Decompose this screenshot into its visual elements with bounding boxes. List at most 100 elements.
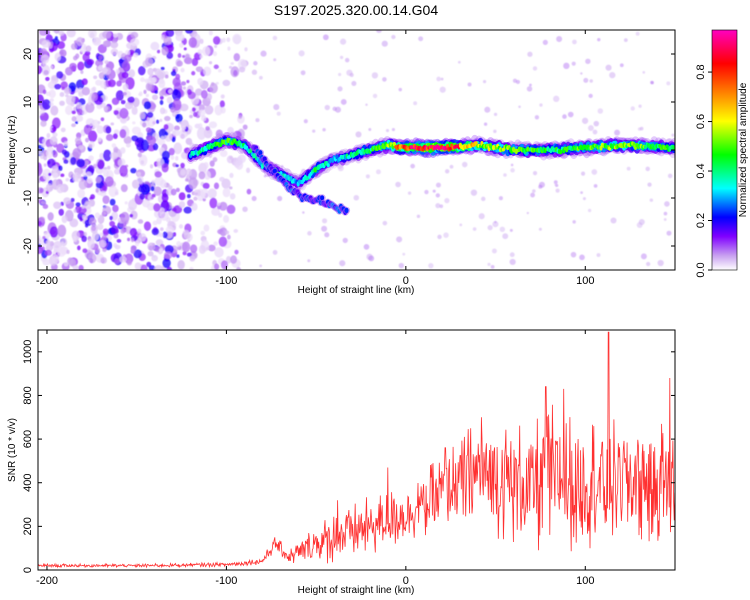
heatmap-cell — [109, 215, 113, 221]
heatmap-cell — [218, 236, 228, 247]
heatmap-cell — [457, 60, 461, 64]
heatmap-cell — [335, 154, 339, 160]
heatmap-cell — [185, 53, 190, 59]
heatmap-cell — [163, 251, 173, 260]
heatmap-cell — [219, 227, 228, 237]
heatmap-cell — [529, 83, 532, 87]
heatmap-cell — [139, 111, 146, 120]
heatmap-cell — [587, 125, 594, 131]
heatmap-cell — [154, 171, 162, 178]
heatmap-cell — [440, 77, 444, 81]
heatmap-cell — [115, 189, 119, 193]
heatmap-cell — [527, 51, 533, 57]
heatmap-cell — [195, 66, 204, 73]
heatmap-cell — [45, 244, 54, 252]
heatmap-cell — [110, 152, 119, 160]
heatmap-cell — [436, 76, 441, 82]
heatmap-cell — [38, 166, 43, 175]
heatmap-cell — [38, 237, 41, 245]
heatmap-cell — [572, 220, 576, 224]
heatmap-cell — [147, 242, 156, 251]
snr-panel: -200 -100 0 100 0 200 400 600 800 1000 Height of… — [7, 329, 676, 596]
heatmap-cell — [96, 125, 104, 134]
snr-frame — [37, 329, 676, 571]
heatmap-cell — [591, 169, 598, 175]
heatmap-cell — [128, 199, 138, 211]
heatmap-cell — [209, 197, 218, 209]
heatmap-cell — [69, 258, 76, 267]
heatmap-cell — [592, 129, 598, 135]
heatmap-cell — [198, 171, 206, 180]
heatmap-cell — [342, 237, 348, 244]
heatmap-cell — [168, 147, 175, 156]
colorbar-tick-label: 0.0 — [695, 262, 707, 277]
heatmap-cell — [251, 196, 257, 202]
heatmap-cell — [88, 217, 97, 225]
heatmap-cell — [164, 245, 174, 254]
heatmap-cell — [43, 232, 51, 238]
heatmap-cell — [58, 208, 64, 216]
heatmap-cell — [233, 229, 239, 233]
heatmap-cell — [78, 264, 84, 270]
heatmap-cell — [100, 117, 105, 122]
heatmap-cell — [45, 76, 50, 81]
heatmap-cell — [81, 235, 87, 243]
heatmap-cell — [40, 120, 47, 127]
heatmap-cell — [556, 36, 563, 43]
heatmap-cell — [614, 129, 621, 136]
heatmap-cell — [97, 159, 105, 170]
heatmap-cell — [60, 173, 65, 177]
heatmap-cell — [493, 129, 497, 134]
heatmap-cell — [365, 174, 370, 179]
heatmap-cell — [102, 40, 108, 47]
heatmap-cell — [194, 88, 203, 96]
heatmap-cell — [470, 189, 478, 196]
heatmap-cell — [83, 124, 92, 135]
heatmap-cell — [147, 251, 154, 257]
heatmap-cell — [115, 69, 120, 75]
heatmap-cell — [111, 97, 120, 106]
heatmap-cell — [580, 72, 583, 75]
heatmap-cell — [112, 133, 118, 140]
heatmap-cell — [159, 207, 165, 215]
heatmap-cell — [391, 127, 396, 132]
heatmap-cell — [638, 104, 642, 108]
heatmap-cell — [150, 41, 160, 51]
heatmap-cell — [172, 89, 182, 101]
heatmap-cell — [126, 260, 132, 266]
heatmap-cell — [244, 47, 248, 52]
heatmap-cell — [113, 232, 119, 239]
heatmap-cell — [92, 86, 97, 92]
heatmap-cell — [638, 218, 645, 225]
heatmap-cell — [87, 252, 97, 264]
heatmap-cell — [186, 252, 192, 257]
heatmap-cell — [173, 125, 180, 131]
heatmap-cell — [585, 58, 591, 65]
heatmap-cell — [207, 244, 216, 252]
heatmap-cell — [101, 185, 107, 191]
heatmap-cell — [119, 164, 128, 177]
heatmap-cell — [180, 169, 186, 176]
heatmap-cell — [176, 60, 183, 67]
heatmap-cell — [605, 64, 612, 71]
heatmap-cell — [211, 207, 220, 216]
heatmap-cell — [136, 171, 141, 176]
heatmap-cell — [74, 115, 84, 122]
heatmap-cell — [120, 211, 130, 224]
heatmap-cell — [280, 165, 284, 168]
heatmap-cell — [484, 106, 491, 113]
heatmap-cell — [107, 79, 116, 88]
heatmap-cell — [526, 211, 530, 215]
heatmap-cell — [212, 51, 218, 57]
heatmap-cell — [130, 31, 139, 39]
heatmap-cell — [176, 254, 180, 258]
heatmap-cell — [180, 162, 185, 169]
heatmap-cell — [159, 95, 164, 100]
heatmap-cell — [120, 99, 126, 105]
heatmap-cell — [116, 80, 122, 87]
heatmap-cell — [165, 225, 175, 234]
heatmap-cell — [509, 228, 513, 232]
heatmap-cell — [73, 209, 77, 213]
heatmap-cell — [307, 231, 312, 236]
heatmap-cell — [45, 30, 50, 36]
